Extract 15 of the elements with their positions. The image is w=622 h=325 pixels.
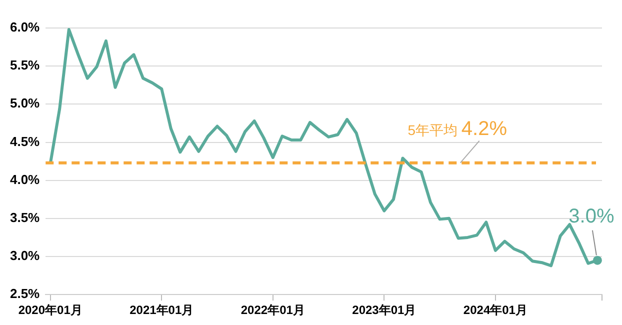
- y-tick-label: 4.0%: [10, 172, 40, 187]
- annotation: 3.0%: [568, 205, 614, 228]
- y-tick-label: 6.0%: [10, 20, 40, 35]
- x-tick-label: 2024年01月: [463, 303, 528, 318]
- y-tick-label: 2.5%: [10, 286, 40, 302]
- ref-line-label: 5年平均 4.2%: [408, 118, 508, 140]
- y-tick-label: 5.5%: [10, 58, 40, 73]
- y-tick-label: 4.5%: [10, 134, 40, 149]
- y-tick-label: 5.0%: [10, 96, 40, 111]
- x-tick-label: 2020年01月: [18, 303, 82, 318]
- y-tick-label: 3.0%: [10, 248, 40, 264]
- y-tick-label: 3.5%: [10, 210, 40, 226]
- x-tick-label: 2022年01月: [240, 303, 305, 318]
- x-tick-label: 2023年01月: [352, 303, 416, 318]
- x-tick-label: 2021年01月: [130, 303, 194, 318]
